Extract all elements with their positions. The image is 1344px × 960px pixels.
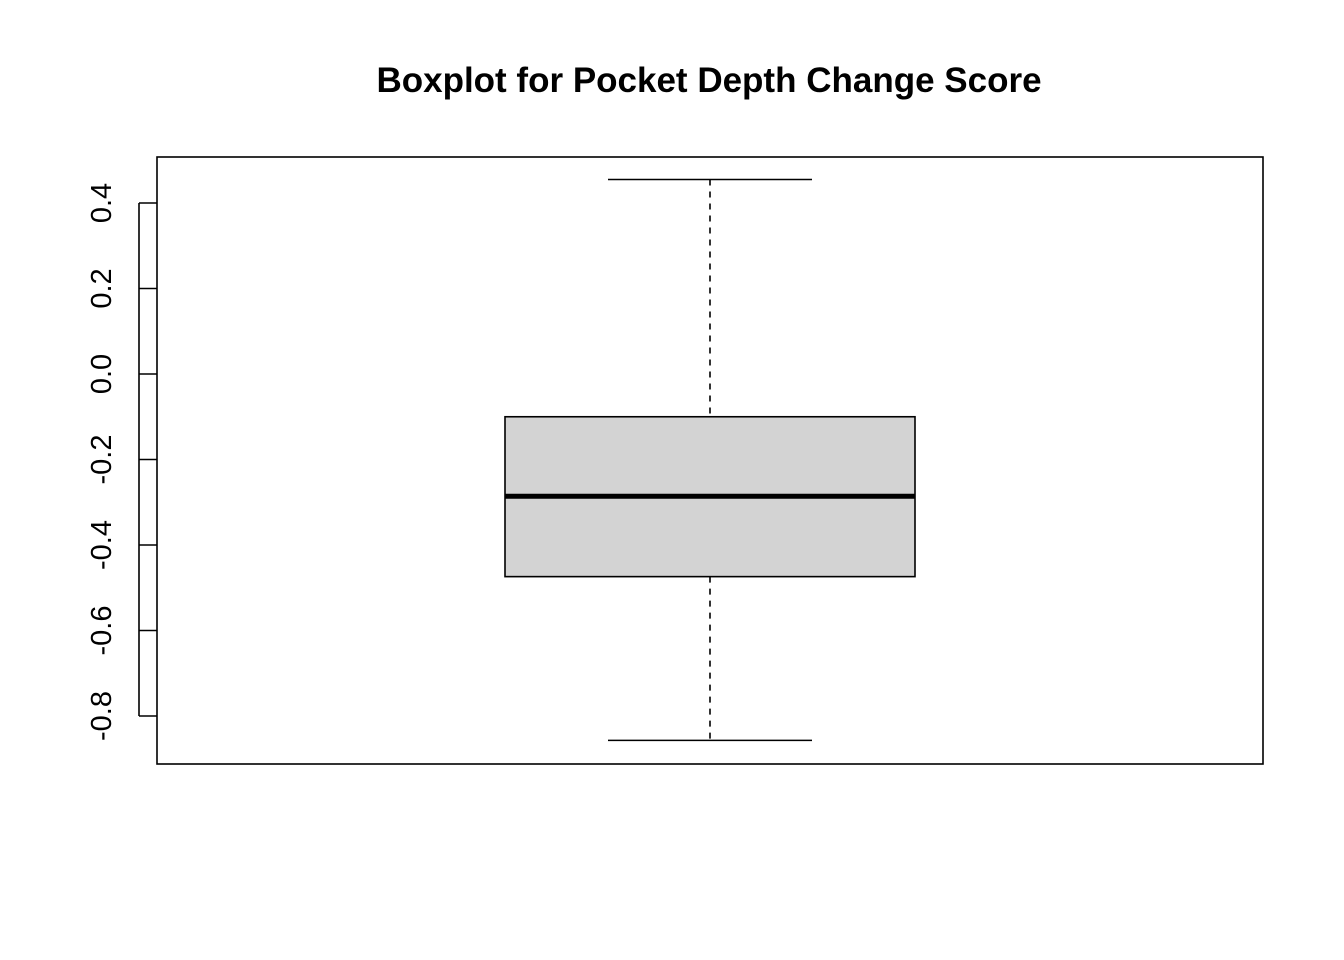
y-tick-label: 0.4 bbox=[86, 183, 118, 223]
y-tick-label: -0.2 bbox=[86, 435, 118, 485]
y-tick-label: 0.2 bbox=[86, 268, 118, 308]
y-tick-label: -0.8 bbox=[86, 691, 118, 741]
boxplot-layer bbox=[504, 178, 916, 742]
plot-frame bbox=[156, 156, 1264, 765]
y-tick-label: 0.0 bbox=[86, 354, 118, 394]
y-axis: -0.8 -0.6 -0.4 -0.2 0.0 0.2 0.4 bbox=[86, 183, 157, 741]
y-tick-label: -0.6 bbox=[86, 606, 118, 656]
y-tick-label: -0.4 bbox=[86, 520, 118, 570]
chart-title: Boxplot for Pocket Depth Change Score bbox=[376, 61, 1041, 100]
